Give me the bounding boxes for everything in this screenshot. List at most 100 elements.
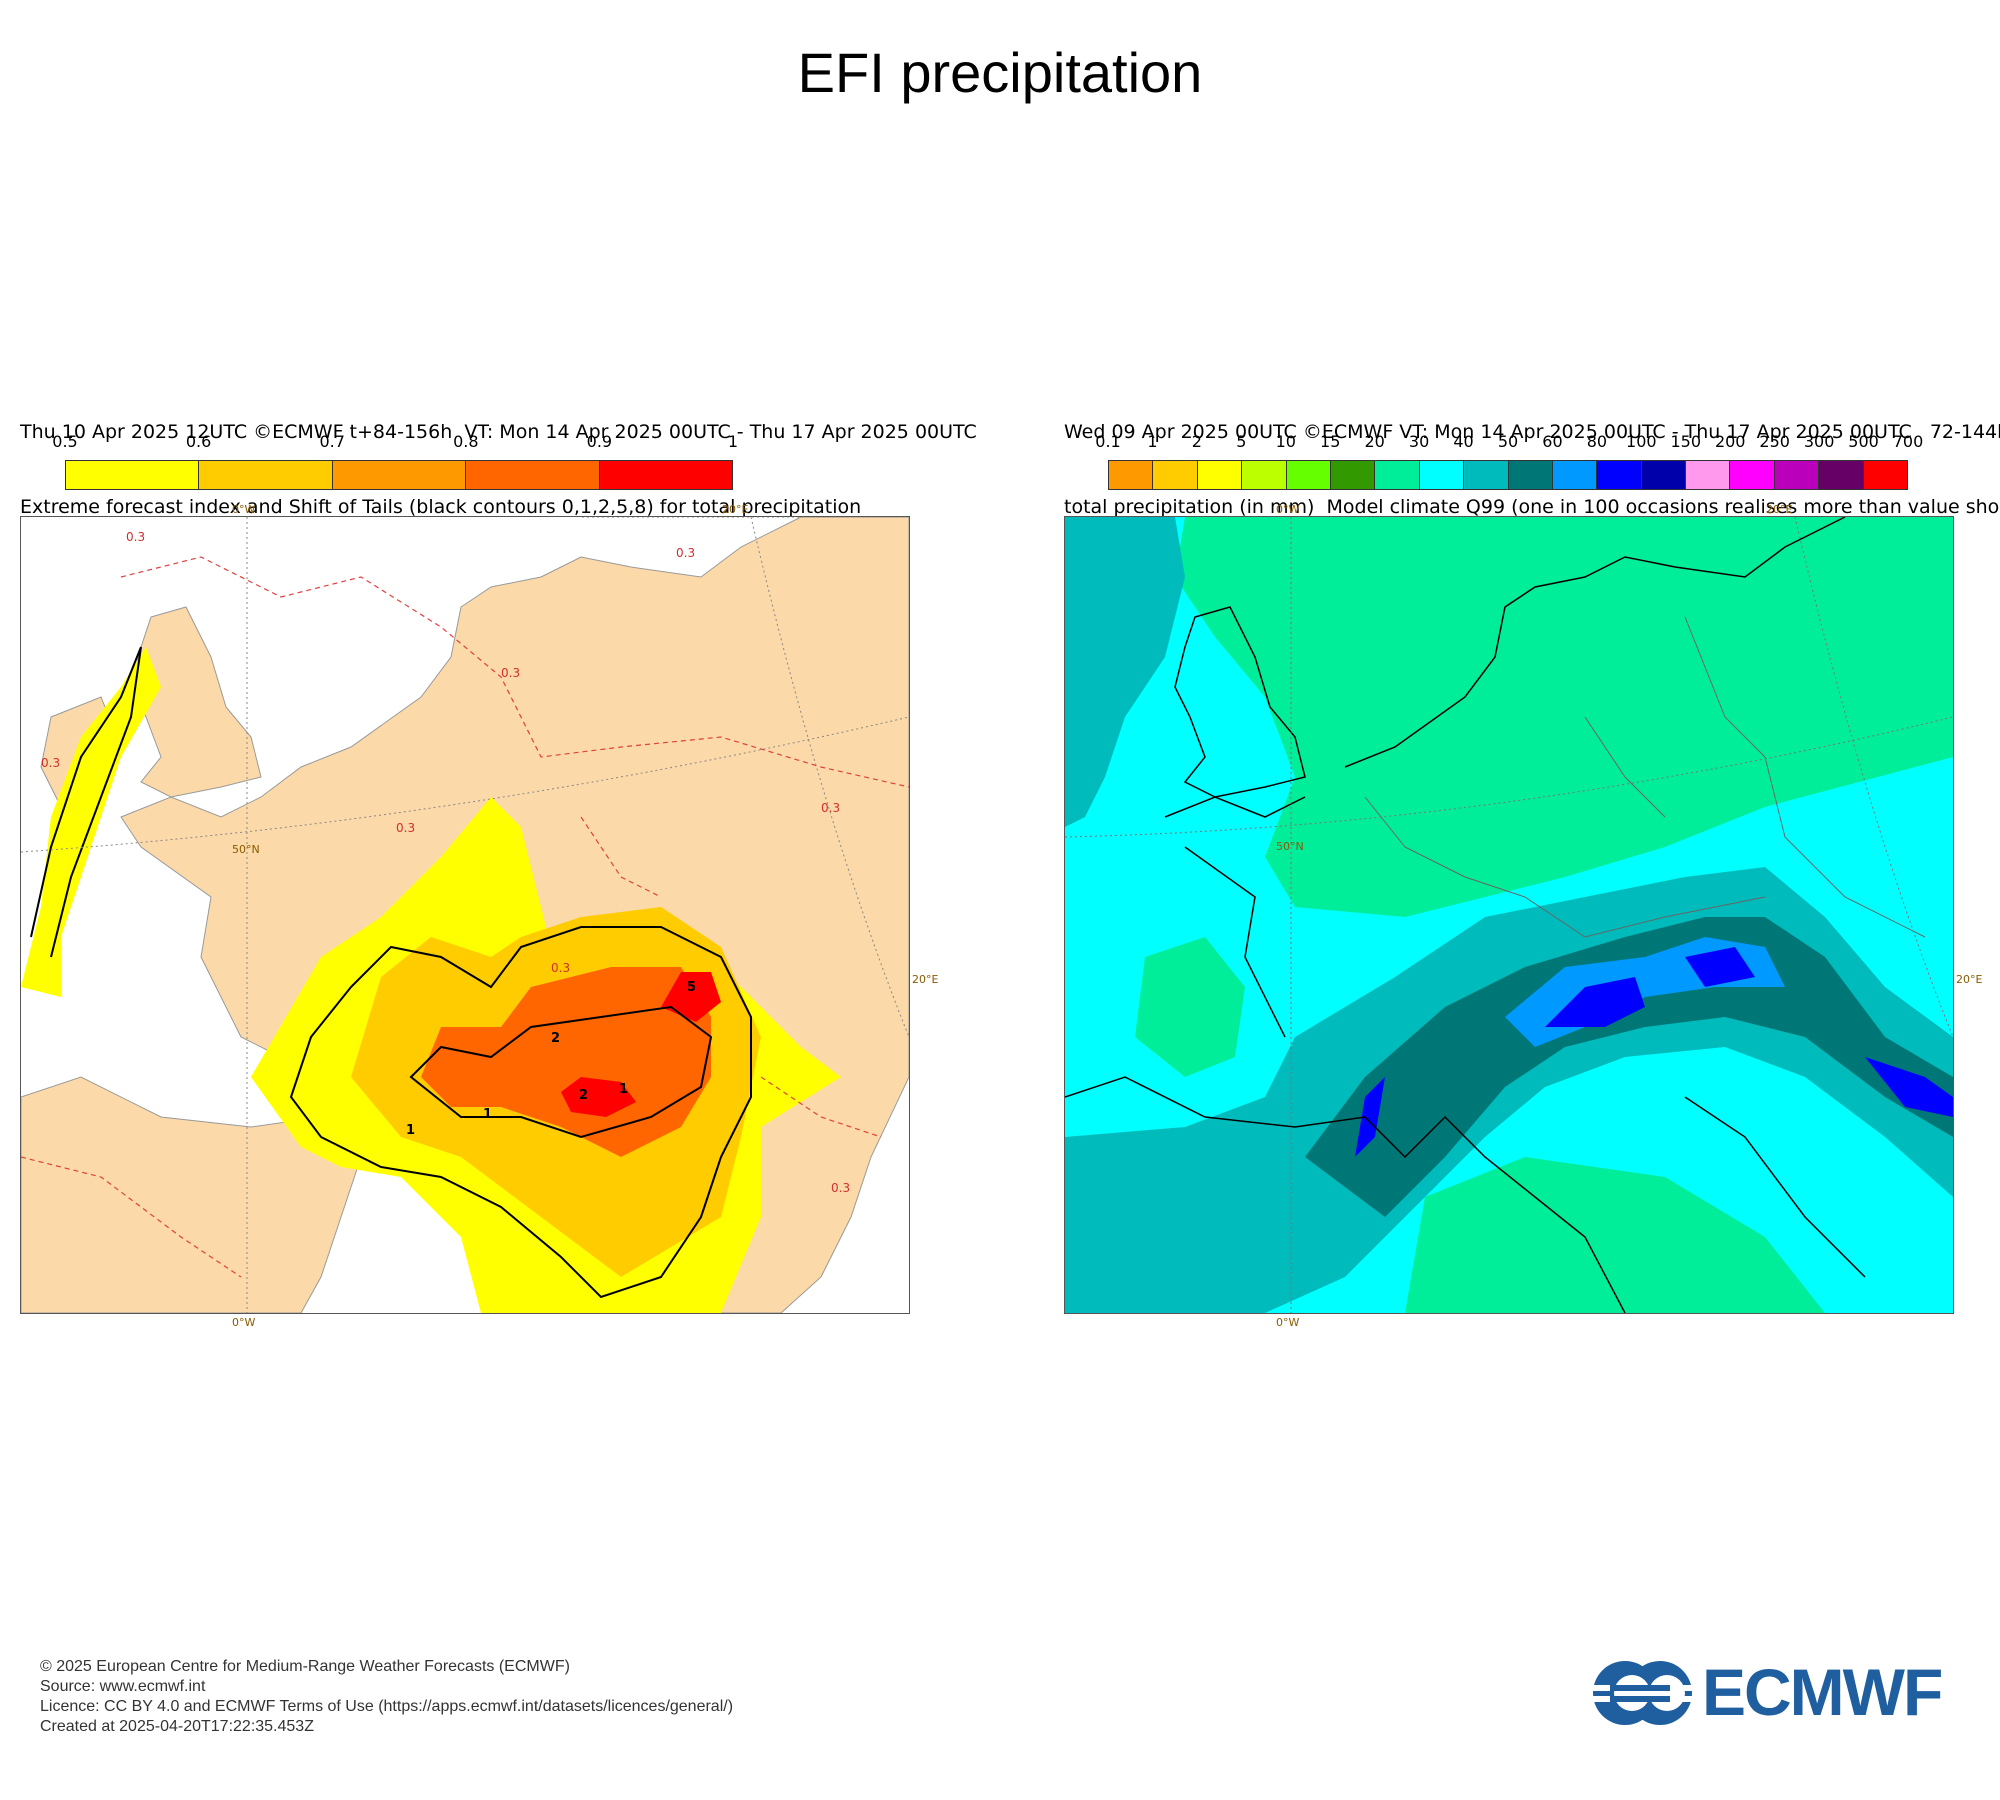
right-legend-swatch [1552,461,1598,489]
efi-contour-label-5: 0.3 [676,546,695,560]
efi-grid-label-bottom-0: 0°W [232,1316,256,1329]
q99-map [1064,516,1954,1314]
efi-sot-label-5: 5 [687,980,696,995]
left-panel-header: Thu 10 Apr 2025 12UTC ©ECMWF t+84-156h V… [20,370,977,545]
q99-graticule [1065,517,1953,1313]
left-header-line2: Extreme forecast index and Shift of Tail… [20,496,862,518]
left-legend-tick: 0.8 [453,432,479,451]
left-header-line1: Thu 10 Apr 2025 12UTC ©ECMWF t+84-156h V… [20,421,977,443]
efi-map-canvas: 0.3 0.3 0.3 0.3 0.3 0.3 0.3 0.3 1 1 1 2 … [21,517,909,1313]
right-legend: 0.1 1 2 5 10 15 20 30 40 50 60 80 100 150 200 250 300 500… [1095,432,1923,492]
right-legend-tick: 15 [1320,432,1341,451]
right-legend-swatch [1819,461,1864,489]
footer-source: Source: www.ecmwf.int [40,1678,206,1695]
efi-sot-label-2a: 2 [551,1031,560,1046]
efi-shade-0.9-north [661,972,721,1022]
right-legend-swatch [1153,461,1198,489]
q99-grid-label-top-20: 20°E [1766,503,1793,516]
left-legend-ticks: 0.5 0.6 0.7 0.8 0.9 1 [52,432,738,452]
efi-contour-label-6: 0.3 [821,801,840,815]
footer-copyright: © 2025 European Centre for Medium-Range … [40,1658,570,1675]
right-legend-tick: 100 [1626,432,1657,451]
efi-contour-label-7: 0.3 [831,1181,850,1195]
right-legend-tick: 10 [1275,432,1296,451]
efi-contour-label-2: 0.3 [41,756,60,770]
right-legend-tick: 200 [1714,432,1746,451]
right-legend-tick: 1 [1147,432,1158,451]
right-legend-tick: 40 [1453,432,1474,451]
left-legend-swatch [66,461,200,489]
left-legend-tick: 0.7 [319,432,345,451]
left-legend-tick: 0.5 [52,432,78,451]
left-legend-swatch [332,461,467,489]
efi-shade-0.8 [421,967,711,1157]
right-legend-swatch [1109,461,1154,489]
right-legend-swatch [1863,461,1908,489]
q99-grid-label-lat-50: 50°N [1276,840,1304,853]
right-legend-tick: 0.1 [1095,432,1121,451]
right-legend-swatch [1774,461,1820,489]
right-legend-swatch [1686,461,1731,489]
q99-grid-label-bottom-0: 0°W [1276,1316,1300,1329]
left-legend: 0.5 0.6 0.7 0.8 0.9 1 [52,432,738,492]
right-legend-tick: 30 [1408,432,1430,451]
left-legend-swatch [199,461,333,489]
efi-grid-label-lat-50: 50°N [232,843,260,856]
right-legend-tick: 300 [1803,432,1835,451]
efi-contour-label-4: 0.3 [501,666,520,680]
right-legend-swatch [1419,461,1465,489]
left-legend-swatch [466,461,600,489]
efi-grid-label-top-0: 0°W [232,503,256,516]
efi-grid-label-top-20: 20°E [722,503,749,516]
q99-shade-50-60 [1305,917,1953,1217]
ecmwf-logo: ECMWF [1590,1655,1970,1729]
right-legend-tick: 500 [1848,432,1879,451]
efi-dashed-0.3-south [21,816,882,1278]
efi-sot-label-2b: 2 [579,1088,588,1103]
right-legend-tick: 150 [1670,432,1702,451]
page-title: EFI precipitation [797,41,1203,104]
right-legend-tick: 5 [1236,432,1247,451]
q99-shade-20-30-france [1135,937,1245,1077]
footer: © 2025 European Centre for Medium-Range … [40,1657,733,1737]
right-legend-swatch [1508,461,1553,489]
q99-map-canvas [1065,517,1953,1313]
efi-contour-label-1: 0.3 [126,530,145,544]
efi-map: 0.3 0.3 0.3 0.3 0.3 0.3 0.3 0.3 1 1 1 2 … [20,516,910,1314]
q99-coastline [1065,517,1866,1313]
left-legend-tick: 0.9 [586,432,613,451]
efi-shade-0.9-south [561,1077,636,1117]
right-legend-bar [1108,460,1908,490]
ecmwf-logo-text: ECMWF [1702,1655,1943,1729]
right-legend-tick: 20 [1364,432,1385,451]
right-header-line1: Wed 09 Apr 2025 00UTC ©ECMWF VT: Mon 14 … [1064,421,2000,443]
right-legend-tick: 250 [1759,432,1790,451]
footer-licence: Licence: CC BY 4.0 and ECMWF Terms of Us… [40,1698,734,1715]
efi-dashed-0.3-north [120,556,909,788]
right-legend-tick: 80 [1586,432,1608,451]
efi-grid-label-right-20: 20°E [912,973,939,986]
right-legend-tick: 700 [1892,432,1924,451]
right-legend-swatch [1597,461,1642,489]
q99-grid-label-right-20: 20°E [1956,973,1983,986]
efi-contour-label-8: 0.3 [551,961,570,975]
efi-sot-label-1a: 1 [406,1123,415,1138]
q99-borders [1364,616,1926,938]
left-legend-swatch [599,461,733,489]
right-legend-swatch [1641,461,1687,489]
right-legend-swatch [1197,461,1243,489]
right-legend-swatch [1330,461,1376,489]
q99-shade-20-30-north [1175,517,1953,917]
ecmwf-logo-mark [1590,1661,1700,1725]
efi-sot-label-1b: 1 [483,1107,492,1122]
left-legend-tick: 0.6 [185,432,212,451]
q99-shade-western-isles [1065,517,1185,827]
right-header-line2: total precipitation (in mm) Model climat… [1064,496,2000,518]
q99-shade-20-30-sea [1405,1157,1825,1313]
efi-contour-label-3: 0.3 [396,821,415,835]
right-legend-tick: 60 [1542,432,1563,451]
right-legend-swatch [1730,461,1775,489]
right-legend-swatch [1242,461,1287,489]
right-panel-header: Wed 09 Apr 2025 00UTC ©ECMWF VT: Mon 14 … [1064,370,2000,545]
left-legend-tick: 1 [727,432,739,451]
